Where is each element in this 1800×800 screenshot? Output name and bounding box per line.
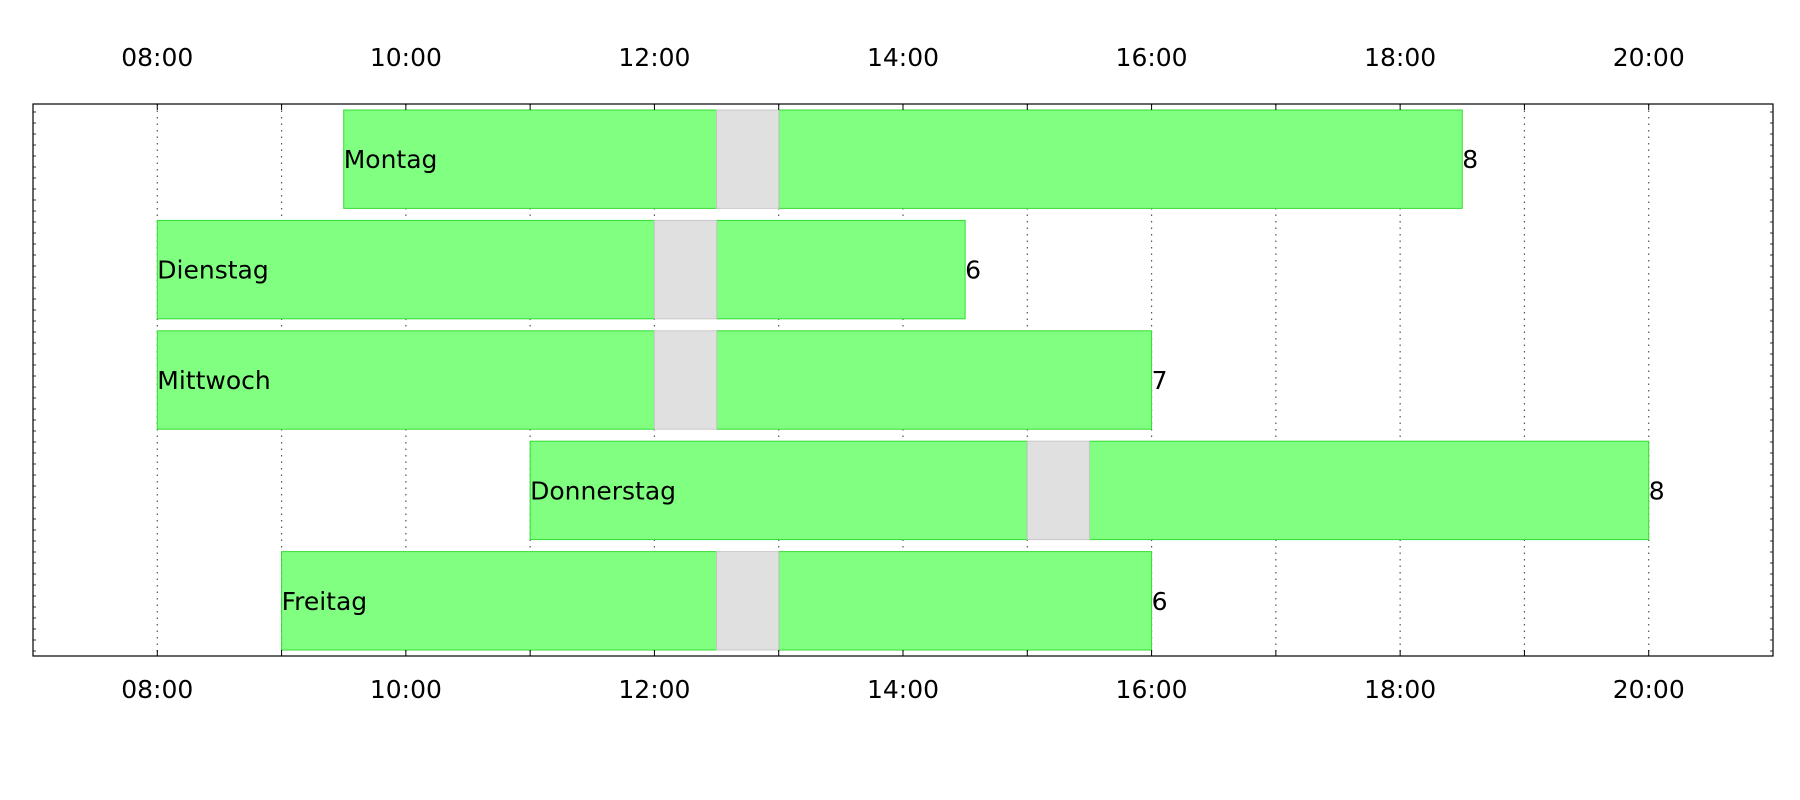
x-tick-label-top: 10:00 <box>370 43 442 72</box>
x-tick-label-top: 12:00 <box>618 43 690 72</box>
x-tick-label-bottom: 12:00 <box>618 675 690 704</box>
work-bar <box>156 219 655 320</box>
day-label: Freitag <box>282 587 368 616</box>
hours-label: 8 <box>1462 145 1478 174</box>
hours-label: 7 <box>1152 366 1168 395</box>
x-tick-label-bottom: 08:00 <box>121 675 193 704</box>
work-bar <box>156 330 655 430</box>
x-tick-label-bottom: 14:00 <box>867 675 939 704</box>
x-tick-label-bottom: 10:00 <box>370 675 442 704</box>
break-bar <box>716 109 780 209</box>
tick-marks <box>33 104 1773 656</box>
x-tick-label-top: 18:00 <box>1364 43 1436 72</box>
day-label: Donnerstag <box>530 476 676 505</box>
work-bar <box>281 551 718 651</box>
break-bar <box>653 219 718 320</box>
x-tick-label-bottom: 16:00 <box>1116 675 1188 704</box>
work-bar <box>778 109 1463 209</box>
day-label: Dienstag <box>157 256 268 285</box>
x-tick-label-bottom: 18:00 <box>1364 675 1436 704</box>
work-bar <box>529 440 1028 541</box>
x-tick-label-top: 08:00 <box>121 43 193 72</box>
break-bar <box>653 330 718 430</box>
hours-label: 6 <box>1152 587 1168 616</box>
day-label: Mittwoch <box>157 366 270 395</box>
break-bar <box>716 551 780 651</box>
work-bar <box>716 219 966 320</box>
work-bar <box>1088 440 1650 541</box>
labels: Montag 8 Dienstag 6 Mittwoch 7 Donnerstag 8 Frei… <box>157 145 1664 616</box>
work-bar <box>343 109 718 209</box>
hours-label: 6 <box>965 256 981 285</box>
tick-labels: 08:00 08:00 10:00 10:00 12:00 12:00 14:00 14:00… <box>121 43 1684 704</box>
x-tick-label-top: 16:00 <box>1116 43 1188 72</box>
day-label: Montag <box>344 145 438 174</box>
x-tick-label-top: 14:00 <box>867 43 939 72</box>
x-tick-label-top: 20:00 <box>1613 43 1685 72</box>
x-tick-label-bottom: 20:00 <box>1613 675 1685 704</box>
bars <box>156 109 1650 651</box>
break-bar <box>1026 440 1090 541</box>
work-bar <box>716 330 1153 430</box>
work-bar <box>778 551 1153 651</box>
hours-label: 8 <box>1649 476 1665 505</box>
